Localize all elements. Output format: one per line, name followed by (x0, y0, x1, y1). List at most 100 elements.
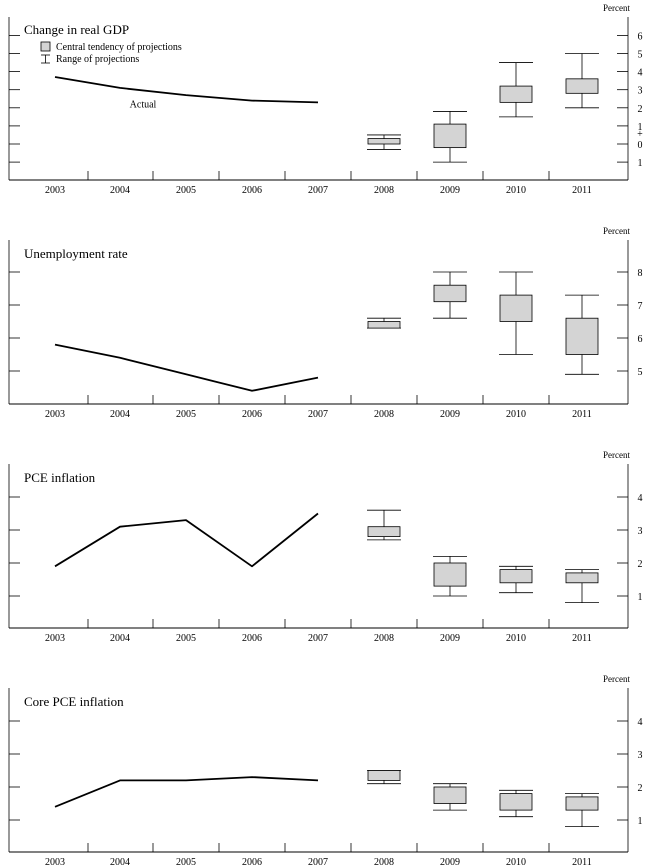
projection-2009 (433, 556, 467, 597)
x-tick-label: 2009 (440, 409, 460, 420)
central-tendency-box (565, 78, 599, 94)
x-tick-label: 2009 (440, 857, 460, 867)
x-tick-label: 2008 (374, 409, 394, 420)
y-tick-label: 1 (638, 158, 643, 169)
central-tendency-box (499, 85, 533, 103)
projection-2008 (367, 770, 401, 785)
x-tick-label: 2010 (506, 633, 526, 644)
chart-panel-3: Percent PCE inflation 4 3 2 1 2003 2004 2005 2006… (8, 450, 643, 644)
projection-2011 (565, 294, 599, 375)
x-tick-label: 2006 (242, 857, 262, 867)
central-tendency-box (433, 284, 467, 303)
projection-2010 (499, 565, 533, 594)
central-tendency-box (565, 796, 599, 811)
x-tick-label: 2005 (176, 857, 196, 867)
unit-label: Percent (603, 674, 630, 684)
chart-title: Core PCE inflation (24, 694, 124, 709)
chart-title: PCE inflation (24, 470, 96, 485)
x-tick-label: 2008 (374, 633, 394, 644)
x-tick-label: 2007 (308, 185, 328, 196)
x-tick-label: 2006 (242, 409, 262, 420)
projection-2011 (565, 793, 599, 827)
x-tick-label: 2007 (308, 857, 328, 867)
x-tick-label: 2007 (308, 633, 328, 644)
chart-panel-4: Percent Core PCE inflation 4 3 2 1 2003 2004 200… (8, 674, 643, 867)
unit-label: Percent (603, 450, 630, 460)
unit-label: Percent (603, 3, 630, 13)
x-tick-label: 2011 (572, 185, 592, 196)
y-tick-label: 8 (638, 268, 643, 279)
central-tendency-box (433, 123, 467, 149)
unit-label: Percent (603, 226, 630, 236)
chart-panel-2: Percent Unemployment rate 8 7 6 5 2003 2004 2005… (8, 226, 643, 420)
y-tick-label: 0 (638, 140, 643, 151)
x-tick-label: 2005 (176, 633, 196, 644)
x-tick-label: 2003 (45, 185, 65, 196)
central-tendency-box (367, 770, 401, 781)
y-tick-label: 2 (638, 783, 643, 794)
projection-2009 (433, 271, 467, 319)
y-tick-label: 2 (638, 559, 643, 570)
central-tendency-box (499, 793, 533, 811)
legend-range-label: Range of projections (56, 54, 139, 65)
x-tick-label: 2004 (110, 409, 130, 420)
central-tendency-box (367, 321, 401, 329)
x-tick-label: 2003 (45, 633, 65, 644)
central-tendency-box (367, 138, 401, 145)
central-tendency-box (433, 562, 467, 587)
projection-2008 (367, 509, 401, 541)
actual-series-line (54, 512, 319, 568)
projection-2008 (367, 317, 401, 329)
projection-2009 (433, 111, 467, 163)
x-tick-label: 2005 (176, 185, 196, 196)
chart-title: Change in real GDP (24, 22, 129, 37)
x-tick-label: 2004 (110, 857, 130, 867)
x-tick-label: 2008 (374, 185, 394, 196)
x-tick-label: 2005 (176, 409, 196, 420)
y-tick-label: 6 (638, 334, 643, 345)
x-tick-label: 2006 (242, 633, 262, 644)
legend-box-swatch (40, 41, 51, 52)
x-tick-label: 2011 (572, 633, 592, 644)
y-tick-label: 4 (638, 493, 643, 504)
central-tendency-box (565, 572, 599, 584)
x-tick-label: 2011 (572, 409, 592, 420)
projection-2011 (565, 53, 599, 109)
x-tick-label: 2009 (440, 185, 460, 196)
y-tick-label: 3 (638, 750, 643, 761)
x-tick-label: 2009 (440, 633, 460, 644)
y-tick-label: 4 (638, 68, 643, 79)
projection-2010 (499, 62, 533, 118)
y-tick-label: 4 (638, 717, 643, 728)
x-tick-label: 2004 (110, 185, 130, 196)
y-tick-label: 2 (638, 104, 643, 115)
actual-label: Actual (130, 100, 157, 111)
y-tick-label: 3 (638, 86, 643, 97)
x-tick-label: 2004 (110, 633, 130, 644)
y-tick-label: 6 (638, 31, 643, 42)
actual-series-line (54, 776, 319, 808)
central-tendency-box (367, 526, 401, 538)
y-tick-label: 7 (638, 301, 643, 312)
projection-2010 (499, 271, 533, 355)
projection-2010 (499, 789, 533, 818)
x-tick-label: 2010 (506, 857, 526, 867)
x-tick-label: 2007 (308, 409, 328, 420)
y-tick-label: 5 (638, 367, 643, 378)
y-tick-label: 1 (638, 122, 643, 133)
central-tendency-box (499, 294, 533, 322)
projection-2009 (433, 783, 467, 811)
chart-title: Unemployment rate (24, 246, 128, 261)
central-tendency-box (433, 786, 467, 804)
y-tick-label: 1 (638, 592, 643, 603)
projection-2008 (367, 134, 401, 150)
actual-series-line (54, 76, 319, 104)
central-tendency-box (499, 569, 533, 584)
zero-marker: + (637, 129, 643, 140)
central-tendency-box (565, 317, 599, 355)
projection-2011 (565, 569, 599, 603)
x-tick-label: 2003 (45, 857, 65, 867)
